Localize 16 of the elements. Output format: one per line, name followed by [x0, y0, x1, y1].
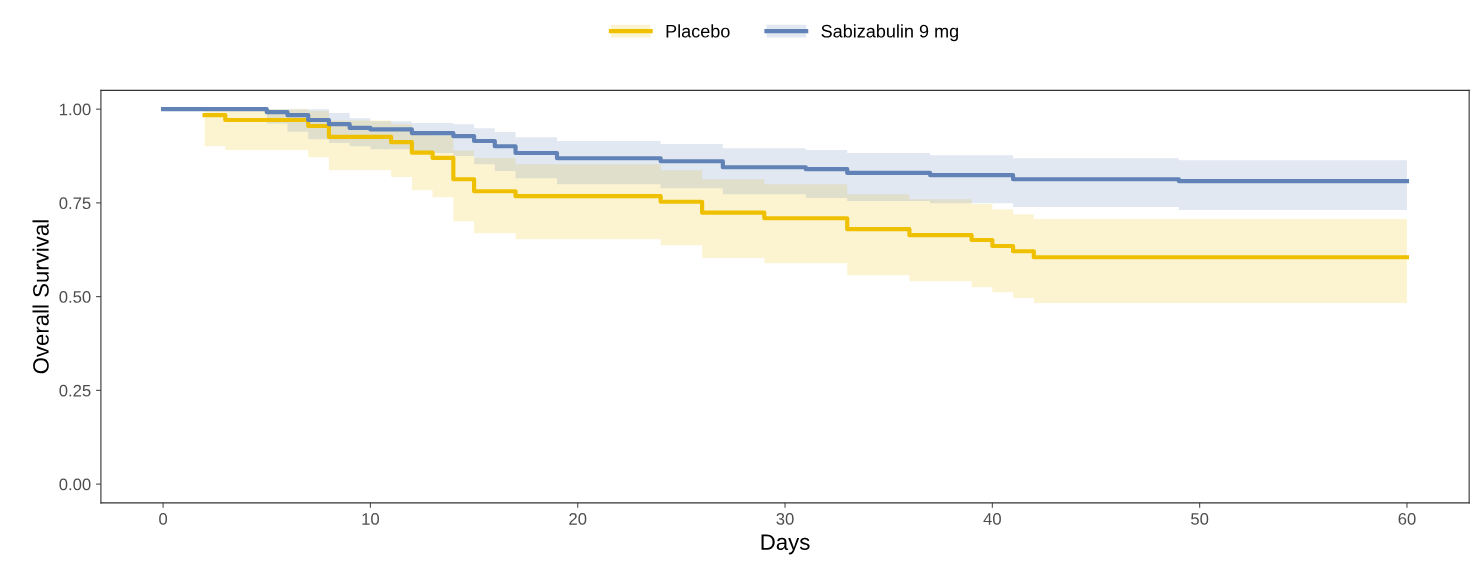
legend-label: Sabizabulin 9 mg [821, 24, 958, 42]
x-axis-title: Days [761, 534, 810, 555]
y-axis-title: Overall Survival [32, 220, 49, 374]
x-tick-label: 50 [1191, 513, 1209, 525]
x-tick-label: 0 [159, 513, 168, 525]
x-tick-label: 20 [569, 513, 587, 525]
x-tick-label: 10 [362, 513, 380, 525]
y-tick-label: 0.75 [59, 197, 91, 210]
legend-label: Placebo [666, 24, 730, 38]
y-tick-label: 0.50 [59, 291, 91, 303]
x-tick-label: 40 [983, 513, 1001, 525]
x-tick-label: 30 [776, 513, 794, 525]
x-tick-label: 60 [1398, 513, 1416, 525]
y-tick-label: 0.00 [59, 478, 91, 491]
y-tick-label: 1.00 [60, 103, 91, 116]
y-tick-label: 0.25 [59, 384, 91, 397]
